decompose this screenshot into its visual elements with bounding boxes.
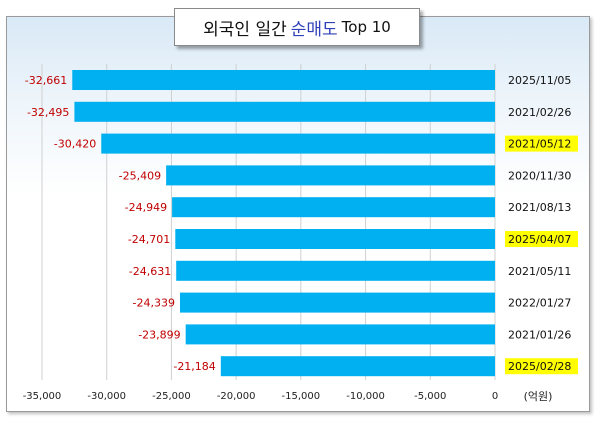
title-part1: 외국인 일간: [203, 19, 287, 40]
value-label: -32,661: [25, 74, 67, 87]
category-label: 2021/08/13: [508, 201, 571, 214]
chart-title: 외국인 일간 순매도 Top 10: [174, 8, 420, 46]
value-label: -32,495: [27, 106, 69, 119]
bar: [74, 101, 495, 122]
x-tick-label: -25,000: [152, 391, 191, 402]
date-highlight: [505, 231, 578, 247]
title-part2: Top 10: [341, 18, 391, 36]
x-tick-label: -5,000: [414, 391, 446, 402]
value-label: -24,701: [128, 233, 170, 246]
value-label: -24,631: [129, 265, 171, 278]
category-label: 2021/05/12: [508, 138, 571, 151]
bar: [175, 229, 495, 249]
x-tick-label: -30,000: [87, 391, 126, 402]
bar: [172, 197, 495, 218]
value-label: -30,420: [54, 138, 96, 151]
x-tick-label: -20,000: [217, 391, 256, 402]
bar: [166, 165, 495, 186]
bar: [101, 133, 495, 154]
title-highlight: 순매도: [290, 19, 338, 40]
x-tick-label: 0: [492, 391, 498, 402]
category-label: 2025/04/07: [508, 233, 571, 246]
category-label: 2020/11/30: [508, 169, 571, 182]
category-label: 2025/11/05: [508, 74, 571, 87]
value-label: -23,899: [138, 328, 180, 341]
bar: [179, 292, 495, 313]
value-label: -24,949: [125, 201, 167, 214]
x-tick-label: -10,000: [346, 391, 385, 402]
unit-label: (억원): [524, 390, 553, 403]
bar: [176, 260, 496, 281]
date-highlight: [505, 358, 578, 375]
bar: [220, 356, 495, 377]
value-label: -21,184: [173, 360, 215, 373]
category-label: 2022/01/27: [508, 297, 571, 310]
date-highlight: [505, 135, 578, 152]
value-label: -25,409: [119, 169, 161, 182]
category-label: 2021/01/26: [508, 328, 571, 341]
bar: [185, 324, 495, 345]
category-label: 2021/02/26: [508, 106, 571, 119]
category-label: 2021/05/11: [508, 265, 571, 278]
category-label: 2025/02/28: [508, 360, 571, 373]
x-tick-label: -15,000: [282, 391, 321, 402]
value-label: -24,339: [133, 297, 175, 310]
x-tick-label: -35,000: [23, 391, 62, 402]
bar: [72, 70, 495, 90]
